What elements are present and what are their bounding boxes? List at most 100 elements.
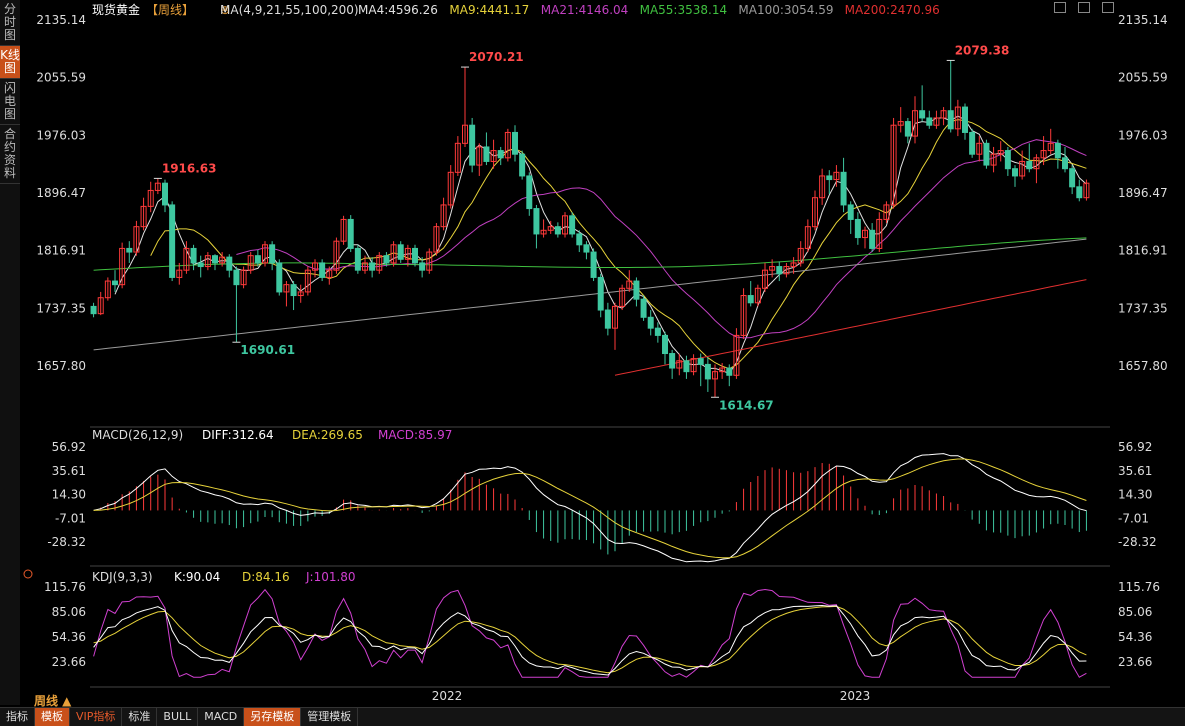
candle-body	[676, 360, 683, 369]
grid	[90, 426, 1110, 688]
ma-value-4: MA100:3054.59	[738, 3, 833, 17]
candle-body	[576, 233, 583, 246]
candle-body	[1083, 182, 1090, 199]
price-tick-left: 2135.14	[36, 13, 86, 27]
instrument-name: 现货黄金	[92, 2, 140, 17]
price-tick-left: 1816.91	[36, 244, 86, 258]
candle-body	[176, 269, 183, 278]
candle-body	[476, 146, 483, 166]
candle-body	[740, 295, 747, 336]
candle-body	[133, 226, 140, 253]
macd-tick-right: -28.32	[1118, 535, 1157, 549]
time-tick: 2023	[840, 689, 871, 703]
chart[interactable]: 现货黄金 【周线】 ⊕MA(4,9,21,55,100,200) MA4:4596.2…	[20, 0, 1185, 705]
candle-body	[462, 124, 468, 144]
candle-body	[869, 229, 876, 249]
grid-icon[interactable]	[1078, 2, 1090, 13]
price-axis-left: 2135.14 2055.59 1976.03 1896.47 1816.91 1737.…	[36, 13, 86, 373]
candle-body	[233, 269, 240, 286]
macd-tick-right: -7.01	[1118, 511, 1149, 525]
kdj-tick-right: 115.76	[1118, 580, 1160, 594]
bottom-tab-2[interactable]: VIP指标	[70, 708, 123, 726]
candle-body	[776, 266, 783, 275]
candle-body	[1069, 168, 1076, 188]
candle-body	[433, 226, 440, 253]
macd-diff-line	[93, 453, 1087, 563]
kdj-tick-right: 23.66	[1118, 655, 1152, 669]
candle-body	[547, 226, 554, 231]
macd-dea: DEA:269.65	[292, 428, 363, 442]
price-tick-right: 2055.59	[1118, 71, 1168, 85]
candle-body	[354, 247, 361, 271]
left-tab-2[interactable]: 闪电图	[0, 79, 20, 125]
candle-body	[90, 305, 97, 315]
candle-body	[819, 175, 826, 199]
candle-body	[104, 280, 111, 299]
candle-body	[847, 204, 854, 220]
fullscreen-icon[interactable]	[1054, 2, 1066, 13]
candle-body	[804, 226, 811, 249]
macd-diff: DIFF:312.64	[202, 428, 274, 442]
price-tick-right: 1816.91	[1118, 244, 1168, 258]
candle-body	[769, 266, 776, 271]
period-selector[interactable]: 周线 ▲	[34, 694, 72, 708]
settings-icon[interactable]	[1102, 2, 1114, 13]
candle-body	[854, 218, 861, 239]
left-tab-0[interactable]: 分时图	[0, 0, 20, 46]
candle-body	[754, 287, 761, 304]
kdj-tick-right: 54.36	[1118, 630, 1152, 644]
price-annotation: 1614.67	[719, 398, 774, 412]
ma100-line	[93, 238, 1087, 351]
price-tick-right: 1737.35	[1118, 301, 1168, 315]
macd-tick-left: 35.61	[52, 464, 86, 478]
candle-body	[640, 298, 647, 318]
candle-body	[619, 287, 626, 307]
bottom-tab-0[interactable]: 指标	[0, 708, 35, 726]
candle-body	[733, 334, 740, 376]
left-tab-3[interactable]: 合约资料	[0, 125, 20, 184]
price-tick-right: 2135.14	[1118, 13, 1168, 27]
candle-body	[876, 218, 883, 249]
candle-body	[319, 262, 326, 278]
ma-value-3: MA55:3538.14	[640, 3, 728, 17]
candle-body	[783, 266, 790, 275]
candle-body	[712, 371, 718, 380]
candle-body	[212, 255, 218, 264]
bottom-tab-1[interactable]: 模板	[35, 708, 70, 726]
candle-body	[226, 256, 233, 271]
kdj-panel: KDJ(9,3,3) K:90.04 D:84.16 J:101.80 115.76 11…	[23, 569, 1160, 678]
candle-body	[976, 142, 983, 155]
candle-body	[362, 262, 368, 271]
bottom-tab-4[interactable]: BULL	[157, 708, 199, 726]
candle-body	[833, 171, 840, 181]
period-tag: 【周线】	[146, 3, 194, 17]
candle-body	[190, 247, 197, 264]
left-tab-1[interactable]: K线图	[0, 46, 20, 79]
candle-body	[197, 262, 204, 268]
candle-body	[919, 110, 926, 119]
candle-body	[647, 316, 654, 329]
candle-body	[540, 229, 547, 235]
bottom-tab-5[interactable]: MACD	[198, 708, 245, 726]
macd-dea-line	[93, 458, 1087, 559]
candle-body	[162, 182, 168, 206]
candle-body	[112, 280, 118, 286]
candle-body	[704, 363, 711, 380]
bottom-tab-6[interactable]: 另存模板	[244, 708, 302, 726]
candle-body	[1004, 150, 1011, 170]
candle-body	[554, 226, 561, 235]
candle-body	[376, 255, 383, 271]
candle-body	[312, 262, 318, 271]
left-tab-bar: 分时图 K线图 闪电图 合约资料	[0, 0, 21, 705]
candle-body	[290, 284, 297, 297]
bottom-tab-7[interactable]: 管理模板	[301, 708, 359, 726]
kdj-title: KDJ(9,3,3)	[92, 570, 153, 584]
price-annotation: 1690.61	[240, 343, 295, 357]
bottom-tab-3[interactable]: 标准	[122, 708, 158, 726]
candle-body	[940, 110, 947, 119]
kdj-settings-icon	[23, 569, 33, 579]
candle-body	[562, 215, 568, 235]
kdj-tick-left: 115.76	[44, 580, 86, 594]
chart-header: 现货黄金 【周线】 ⊕MA(4,9,21,55,100,200) MA4:4596.2…	[92, 2, 940, 17]
candle-body	[719, 367, 726, 373]
